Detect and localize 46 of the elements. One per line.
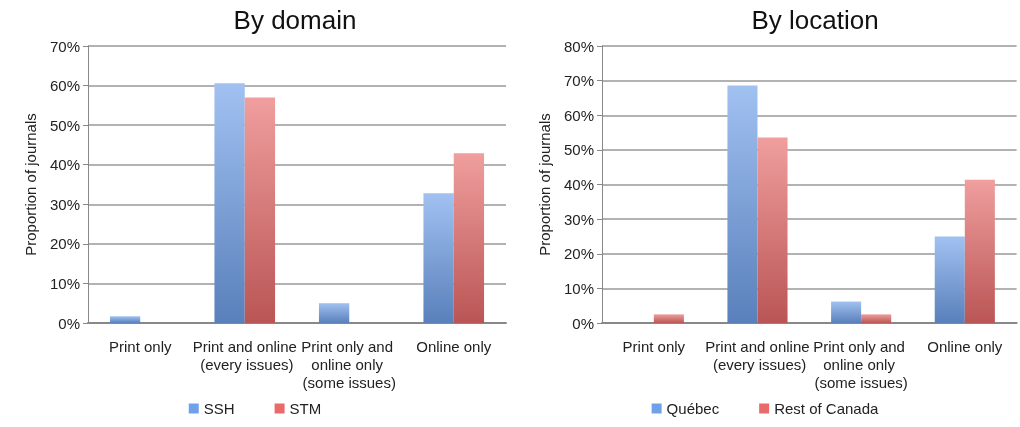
x-tick-label: Print only: [108, 337, 173, 355]
y-tick-label: 10%: [563, 279, 594, 297]
y-tick-label: 70%: [49, 37, 80, 55]
x-tick-label: Print only and online only (some issues): [301, 337, 398, 391]
y-tick-label: 0%: [572, 314, 594, 332]
chart-title: By domain: [233, 5, 357, 35]
bar: [214, 83, 245, 323]
y-tick-label: 0%: [58, 314, 80, 332]
x-tick-label: Print only and online only (some issues): [813, 337, 910, 391]
y-tick-label: 10%: [49, 274, 80, 292]
x-tick-label: Online only: [927, 337, 1003, 355]
bar: [109, 316, 141, 323]
y-tick-label: 20%: [49, 235, 80, 253]
chart-title: By location: [751, 5, 879, 35]
bar: [831, 301, 862, 323]
y-tick-label: 40%: [49, 156, 80, 174]
bar: [244, 97, 276, 323]
bar: [964, 179, 995, 323]
y-tick-label: 50%: [563, 141, 594, 159]
bar: [727, 85, 758, 323]
bar: [453, 153, 485, 323]
legend-label: SSH: [203, 400, 235, 417]
x-tick-label: Online only: [416, 337, 492, 355]
bar: [318, 303, 350, 323]
y-tick-label: 70%: [563, 72, 594, 90]
legend-label: Rest of Canada: [774, 400, 880, 417]
bar: [757, 137, 788, 323]
x-tick-label: Print and online (every issues): [192, 337, 297, 373]
bar: [861, 314, 892, 323]
y-tick-label: 50%: [49, 116, 80, 134]
bar: [934, 236, 965, 323]
bar: [653, 314, 684, 323]
y-tick-label: 30%: [49, 195, 80, 213]
y-tick-label: 80%: [563, 37, 594, 55]
y-tick-label: 60%: [49, 77, 80, 95]
y-axis-title: Proportion of journals: [22, 113, 39, 256]
legend-label: Québec: [666, 400, 720, 417]
legend-label: STM: [289, 400, 322, 417]
y-tick-label: 30%: [563, 210, 594, 228]
y-tick-label: 60%: [563, 106, 594, 124]
y-axis-title: Proportion of journals: [536, 113, 553, 256]
y-tick-label: 20%: [563, 245, 594, 263]
x-tick-label: Print and online (every issues): [705, 337, 810, 373]
y-tick-label: 40%: [563, 176, 594, 193]
x-tick-label: Print only: [622, 337, 686, 355]
bar: [423, 193, 454, 323]
